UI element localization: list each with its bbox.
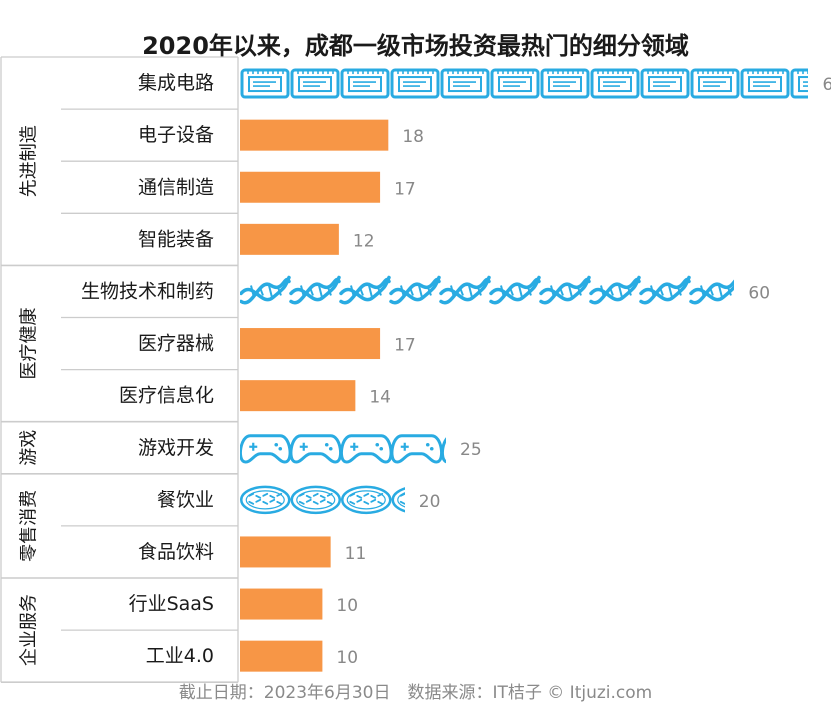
value-label: 20 <box>419 492 441 512</box>
value-label: 10 <box>336 596 358 616</box>
bar <box>240 119 389 151</box>
bar <box>240 588 323 620</box>
gamepad-icon-bar <box>240 434 446 464</box>
category-label: 智能装备 <box>138 228 214 250</box>
chip-icon-bar <box>240 68 808 99</box>
category-label: 食品饮料 <box>138 541 214 563</box>
dna-icon-bar <box>240 275 734 305</box>
value-label: 60 <box>748 283 770 303</box>
group-label: 医疗健康 <box>19 308 40 380</box>
group-label: 企业服务 <box>19 594 40 666</box>
category-label: 餐饮业 <box>157 489 214 511</box>
chart-title: 2020年以来，成都一级市场投资最热门的细分领域 <box>142 32 689 60</box>
bar <box>240 328 381 360</box>
value-label: 14 <box>369 388 391 408</box>
value-label: 10 <box>336 648 358 668</box>
value-label: 25 <box>460 440 482 460</box>
bar <box>240 640 323 672</box>
value-label: 12 <box>353 231 375 251</box>
value-label: 17 <box>394 179 416 199</box>
category-label: 行业SaaS <box>129 593 214 615</box>
category-label: 游戏开发 <box>138 437 214 459</box>
category-label: 医疗信息化 <box>119 385 214 407</box>
category-label: 工业4.0 <box>146 645 214 667</box>
value-label: 18 <box>402 127 424 147</box>
chart-footer: 截止日期：2023年6月30日 数据来源：IT桔子 © Itjuzi.com <box>178 683 653 703</box>
value-label: 17 <box>394 336 416 356</box>
category-label: 集成电路 <box>138 72 214 94</box>
group-label: 零售消费 <box>19 490 40 562</box>
group-label: 先进制造 <box>19 125 40 197</box>
bar <box>240 536 331 568</box>
bar <box>240 171 381 203</box>
value-label: 69 <box>823 75 831 95</box>
value-label: 11 <box>345 544 367 564</box>
bar <box>240 380 356 412</box>
group-label: 游戏 <box>19 430 40 466</box>
category-label: 医疗器械 <box>138 333 214 355</box>
category-label: 电子设备 <box>138 124 214 146</box>
food-bowl-icon-bar <box>240 485 405 515</box>
bar <box>240 223 339 255</box>
category-label: 生物技术和制药 <box>81 280 214 302</box>
category-label: 通信制造 <box>138 176 214 198</box>
